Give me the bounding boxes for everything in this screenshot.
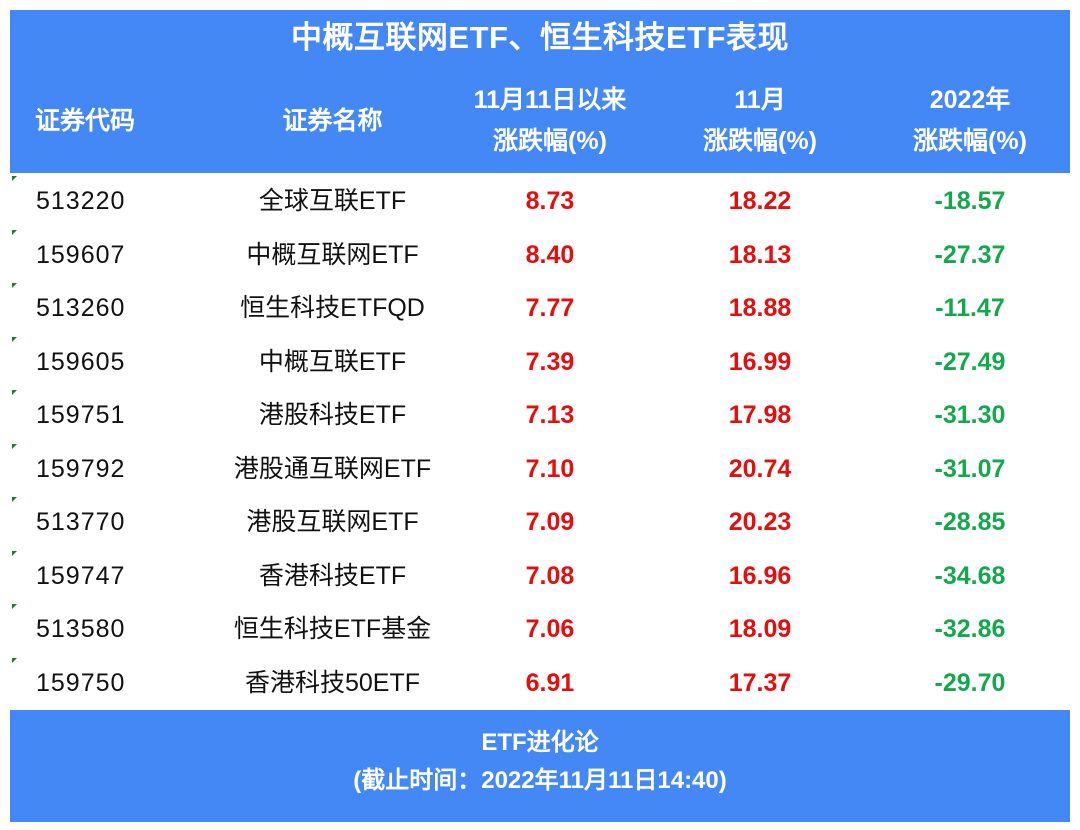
table-title: 中概互联网ETF、恒生科技ETF表现 <box>290 20 790 55</box>
change-ytd: -34.68 <box>934 561 1006 590</box>
security-code: 159605 <box>36 347 126 376</box>
security-code: 513220 <box>36 187 126 215</box>
change-since-nov11: 8.73 <box>525 187 575 215</box>
cell-corner-marker-icon <box>12 283 17 288</box>
column-header-november: 11月 涨跌幅(%) <box>670 76 850 166</box>
change-since-nov11: 8.40 <box>525 240 575 269</box>
cutoff-time: (截止时间：2022年11月11日14:40) <box>353 767 727 794</box>
security-code: 513580 <box>36 615 126 643</box>
change-ytd: -27.37 <box>934 240 1006 269</box>
column-header-ytd: 2022年 涨跌幅(%) <box>870 76 1070 166</box>
change-november: 16.99 <box>728 347 792 376</box>
security-code: 159607 <box>36 240 126 269</box>
change-since-nov11: 7.13 <box>525 401 575 429</box>
change-november: 16.96 <box>728 561 792 590</box>
change-november: 18.22 <box>728 187 792 215</box>
source-label: ETF进化论 <box>481 729 599 756</box>
change-since-nov11: 6.91 <box>525 668 575 697</box>
change-ytd: -31.07 <box>934 454 1006 483</box>
change-november: 20.74 <box>728 454 792 483</box>
cell-corner-marker-icon <box>12 390 17 395</box>
security-name: 恒生科技ETFQD <box>240 294 425 322</box>
column-header-since-nov11: 11月11日以来 涨跌幅(%) <box>450 76 650 166</box>
security-name: 港股互联网ETF <box>246 508 419 536</box>
change-ytd: -32.86 <box>934 615 1006 643</box>
column-header-name-label: 证券名称 <box>282 106 383 135</box>
change-ytd: -28.85 <box>934 508 1006 536</box>
change-since-nov11: 7.08 <box>525 561 575 590</box>
table-footer: ETF进化论 (截止时间：2022年11月11日14:40) <box>10 710 1070 822</box>
security-code: 159792 <box>36 454 126 483</box>
cell-corner-marker-icon <box>12 229 17 235</box>
security-name: 香港科技50ETF <box>244 668 421 697</box>
table-row: 159605 中概互联ETF 7.39 16.99 -27.49 <box>10 334 1070 388</box>
change-november: 18.09 <box>728 615 792 643</box>
column-header-november-line2: 涨跌幅(%) <box>703 127 817 155</box>
table-row: 513220 全球互联ETF 8.73 18.22 -18.57 <box>10 173 1070 227</box>
table-row: 159750 香港科技50ETF 6.91 17.37 -29.70 <box>10 655 1070 709</box>
security-code: 513260 <box>36 294 126 322</box>
column-header-ytd-line1: 2022年 <box>929 86 1011 114</box>
column-header-since-nov11-line2: 涨跌幅(%) <box>493 127 607 155</box>
security-code: 159751 <box>36 401 126 429</box>
table-row: 513770 港股互联网ETF 7.09 20.23 -28.85 <box>10 494 1070 548</box>
change-ytd: -27.49 <box>934 347 1006 376</box>
table-row: 159747 香港科技ETF 7.08 16.96 -34.68 <box>10 548 1070 602</box>
change-since-nov11: 7.10 <box>525 454 575 483</box>
security-code: 159747 <box>36 561 126 590</box>
change-november: 18.88 <box>728 294 792 322</box>
security-name: 恒生科技ETF基金 <box>233 615 432 643</box>
table-row: 159607 中概互联网ETF 8.40 18.13 -27.37 <box>10 227 1070 281</box>
security-name: 港股通互联网ETF <box>233 454 432 483</box>
security-code: 159750 <box>36 668 126 697</box>
change-since-nov11: 7.39 <box>525 347 575 376</box>
table-row: 159751 港股科技ETF 7.13 17.98 -31.30 <box>10 387 1070 441</box>
security-name: 中概互联网ETF <box>246 240 419 269</box>
column-header-november-line1: 11月 <box>734 86 786 114</box>
table-body: 513220 全球互联ETF 8.73 18.22 -18.57 159607 … <box>10 173 1070 708</box>
security-name: 全球互联ETF <box>258 187 407 215</box>
security-name: 港股科技ETF <box>258 401 407 429</box>
change-ytd: -29.70 <box>934 668 1006 697</box>
security-name: 香港科技ETF <box>258 561 407 590</box>
cell-corner-marker-icon <box>12 443 17 449</box>
security-code: 513770 <box>36 508 126 536</box>
table-row: 513580 恒生科技ETF基金 7.06 18.09 -32.86 <box>10 601 1070 655</box>
column-header-code-label: 证券代码 <box>34 106 135 135</box>
change-november: 17.37 <box>728 668 792 697</box>
table-row: 159792 港股通互联网ETF 7.10 20.74 -31.07 <box>10 441 1070 495</box>
etf-performance-table: 中概互联网ETF、恒生科技ETF表现 证券代码 证券名称 11月11日以来 涨跌… <box>10 10 1070 822</box>
change-ytd: -31.30 <box>934 401 1006 429</box>
table-header: 中概互联网ETF、恒生科技ETF表现 证券代码 证券名称 11月11日以来 涨跌… <box>10 10 1070 173</box>
cell-corner-marker-icon <box>12 657 17 663</box>
change-ytd: -11.47 <box>935 294 1005 322</box>
cell-corner-marker-icon <box>12 497 17 502</box>
cell-corner-marker-icon <box>12 604 17 609</box>
change-since-nov11: 7.06 <box>525 615 575 643</box>
change-november: 20.23 <box>728 508 792 536</box>
column-header-since-nov11-line1: 11月11日以来 <box>473 86 627 114</box>
column-header-name: 证券名称 <box>160 76 505 166</box>
change-november: 18.13 <box>728 240 792 269</box>
table-row: 513260 恒生科技ETFQD 7.77 18.88 -11.47 <box>10 280 1070 334</box>
cell-corner-marker-icon <box>12 550 17 556</box>
change-since-nov11: 7.77 <box>525 294 575 322</box>
security-name: 中概互联ETF <box>258 347 407 376</box>
column-header-code: 证券代码 <box>10 76 160 166</box>
change-ytd: -18.57 <box>934 187 1006 215</box>
column-header-ytd-line2: 涨跌幅(%) <box>913 127 1027 155</box>
change-since-nov11: 7.09 <box>525 508 575 536</box>
cell-corner-marker-icon <box>12 176 17 181</box>
change-november: 17.98 <box>728 401 792 429</box>
cell-corner-marker-icon <box>12 336 17 342</box>
